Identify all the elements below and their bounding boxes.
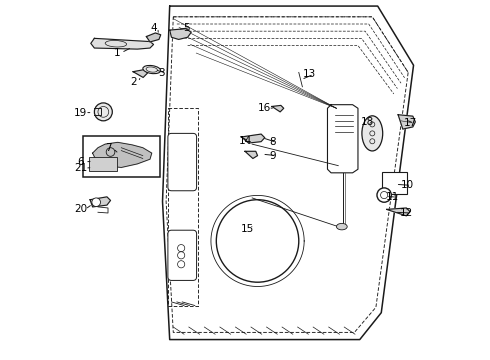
- FancyBboxPatch shape: [89, 157, 117, 171]
- Text: 20: 20: [74, 204, 87, 215]
- Text: 7: 7: [105, 143, 112, 153]
- Ellipse shape: [143, 66, 161, 74]
- Polygon shape: [272, 105, 284, 112]
- Text: 9: 9: [269, 150, 275, 161]
- Circle shape: [95, 103, 112, 121]
- Polygon shape: [93, 142, 152, 167]
- Ellipse shape: [337, 224, 347, 230]
- FancyBboxPatch shape: [168, 230, 196, 280]
- Text: 8: 8: [269, 138, 275, 147]
- Text: 18: 18: [361, 117, 374, 127]
- Polygon shape: [170, 29, 191, 40]
- FancyBboxPatch shape: [382, 172, 408, 194]
- Text: 3: 3: [158, 68, 165, 78]
- Circle shape: [88, 161, 99, 172]
- Text: 5: 5: [183, 23, 190, 33]
- Ellipse shape: [362, 116, 383, 151]
- Text: 1: 1: [114, 48, 120, 58]
- Text: 16: 16: [257, 103, 270, 113]
- Circle shape: [92, 198, 100, 207]
- Text: 10: 10: [400, 180, 414, 190]
- Text: 14: 14: [238, 136, 252, 146]
- Text: 12: 12: [400, 208, 413, 218]
- FancyBboxPatch shape: [168, 134, 196, 191]
- Circle shape: [377, 188, 392, 202]
- Polygon shape: [242, 134, 265, 143]
- Polygon shape: [147, 33, 161, 42]
- Text: 15: 15: [241, 225, 254, 234]
- Polygon shape: [245, 151, 258, 158]
- Text: 2: 2: [130, 77, 137, 87]
- FancyBboxPatch shape: [82, 136, 160, 177]
- Text: 6: 6: [77, 157, 84, 167]
- Text: 17: 17: [403, 118, 416, 128]
- Text: 13: 13: [303, 69, 316, 79]
- Text: 19: 19: [74, 108, 87, 118]
- Text: 4: 4: [150, 23, 157, 33]
- Polygon shape: [133, 69, 147, 77]
- Polygon shape: [91, 39, 153, 49]
- Polygon shape: [398, 115, 416, 129]
- Polygon shape: [387, 208, 410, 216]
- Text: 11: 11: [386, 192, 399, 202]
- Text: 21: 21: [74, 163, 87, 173]
- Circle shape: [117, 162, 125, 171]
- Polygon shape: [90, 197, 111, 207]
